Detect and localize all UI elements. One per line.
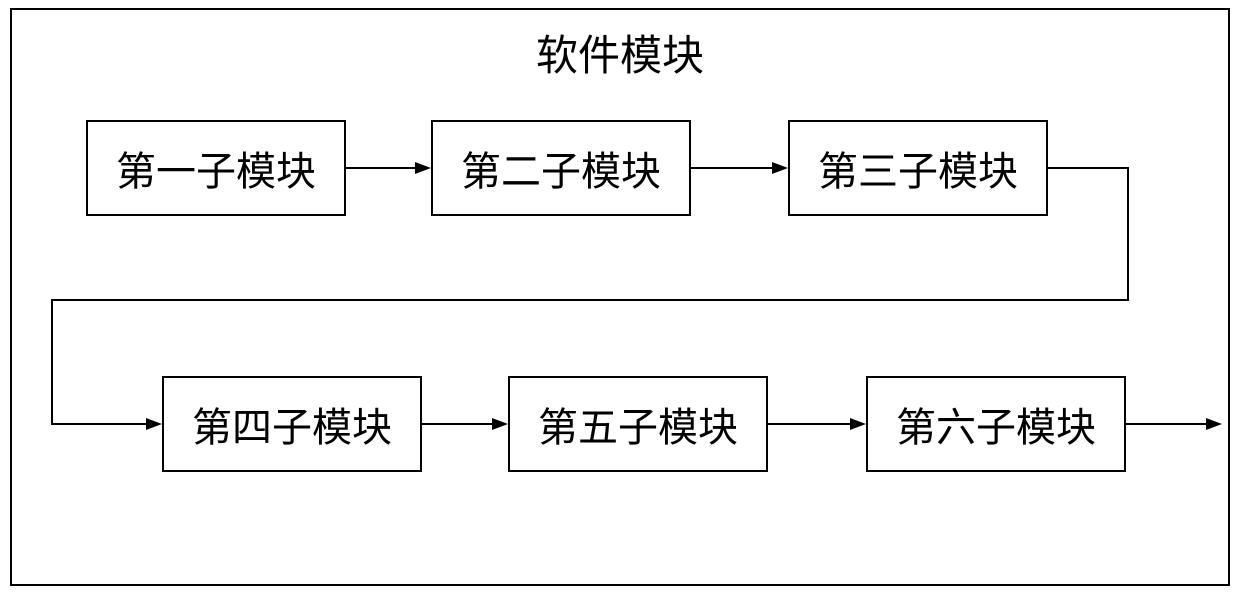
node-label: 第六子模块 [896,395,1096,453]
outer-box [10,8,1230,586]
node-n3: 第三子模块 [788,120,1048,216]
node-label: 第二子模块 [461,139,661,197]
node-label: 第五子模块 [538,395,738,453]
node-n6: 第六子模块 [866,376,1126,472]
node-n4: 第四子模块 [162,376,422,472]
diagram-canvas: 软件模块 第一子模块 第二子模块 第三子模块 第四子模块 第五子模块 第六子模块 [0,0,1240,595]
node-n2: 第二子模块 [431,120,691,216]
diagram-title: 软件模块 [495,22,745,72]
node-label: 第一子模块 [116,139,316,197]
node-label: 第三子模块 [818,139,1018,197]
node-n5: 第五子模块 [508,376,768,472]
node-label: 第四子模块 [192,395,392,453]
node-n1: 第一子模块 [86,120,346,216]
